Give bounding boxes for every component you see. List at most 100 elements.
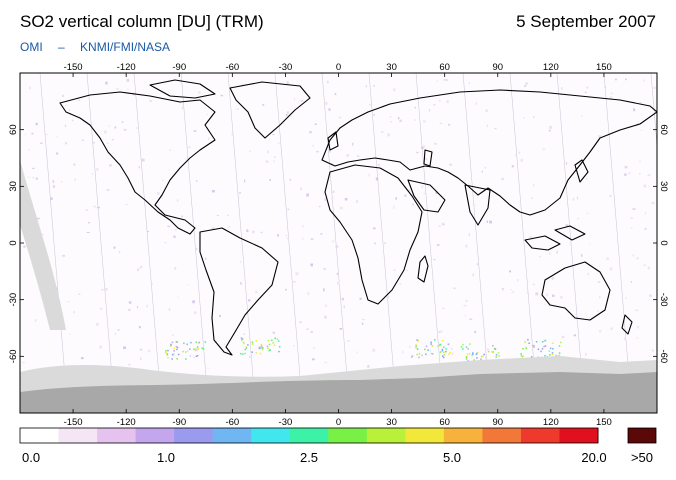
lon-tick-label-top: 30 [386, 62, 397, 73]
so2-pixel [114, 126, 117, 129]
so2-pixel [293, 281, 296, 283]
so2-pixel [624, 166, 628, 169]
so2-pixel [325, 304, 327, 307]
so2-pixel-high [271, 339, 273, 342]
so2-pixel [56, 136, 58, 138]
so2-pixel-high [416, 339, 418, 341]
so2-pixel-high [443, 354, 446, 356]
so2-pixel [93, 141, 95, 144]
so2-pixel-high [475, 353, 478, 356]
so2-pixel [651, 201, 655, 205]
so2-pixel [606, 257, 609, 260]
so2-pixel [265, 160, 269, 163]
so2-pixel [93, 205, 96, 208]
so2-pixel-high [251, 343, 254, 345]
so2-pixel [436, 80, 438, 82]
so2-pixel [584, 352, 587, 356]
so2-pixel [433, 104, 436, 106]
so2-pixel [236, 108, 239, 110]
so2-pixel [138, 326, 141, 329]
so2-pixel-high [189, 348, 191, 350]
so2-pixel-high [431, 353, 434, 355]
so2-pixel-high [497, 352, 500, 354]
south-america [199, 227, 279, 356]
so2-pixel [35, 177, 38, 180]
so2-pixel [300, 99, 304, 102]
so2-pixel [320, 233, 323, 235]
so2-pixel [73, 310, 76, 314]
so2-pixel-high [495, 354, 498, 356]
so2-pixel [586, 86, 589, 89]
so2-pixel [111, 139, 114, 141]
so2-pixel-high [196, 354, 199, 357]
so2-pixel [339, 206, 343, 210]
so2-pixel [104, 130, 107, 134]
colorbar-overflow-swatch [627, 427, 657, 444]
so2-pixel [260, 231, 263, 234]
so2-pixel-high [258, 346, 261, 349]
data-credit: OMI – KNMI/FMI/NASA [20, 40, 182, 54]
so2-pixel-high [190, 341, 192, 344]
so2-pixel [316, 150, 319, 153]
so2-pixel [312, 347, 316, 349]
so2-pixel [438, 331, 441, 333]
so2-pixel-high [167, 356, 169, 359]
arctic-islands [149, 79, 216, 99]
so2-pixel [644, 228, 647, 230]
so2-pixel [632, 208, 636, 210]
so2-pixel-high [165, 350, 167, 352]
so2-pixel [436, 243, 440, 247]
so2-pixel [181, 106, 183, 110]
so2-pixel-high [245, 346, 248, 348]
so2-pixel [438, 100, 441, 102]
so2-pixel [535, 292, 539, 296]
so2-pixel [173, 235, 176, 238]
so2-pixel-high [445, 348, 447, 350]
so2-pixel [393, 205, 395, 209]
so2-pixel [551, 277, 554, 280]
so2-pixel [561, 335, 565, 339]
so2-pixel [267, 150, 269, 154]
so2-pixel [123, 346, 126, 350]
so2-pixel [285, 288, 287, 291]
so2-pixel-high [195, 355, 198, 358]
so2-pixel-high [544, 354, 546, 357]
so2-pixel-high [170, 344, 172, 347]
so2-pixel-high [441, 348, 444, 351]
so2-pixel-high [465, 358, 468, 361]
lon-tick-label-top: -30 [279, 62, 293, 73]
so2-pixel [369, 103, 372, 106]
so2-pixel [299, 187, 303, 191]
so2-pixel-high [261, 348, 264, 351]
so2-pixel [212, 190, 215, 193]
so2-pixel [586, 212, 589, 215]
so2-pixel [247, 299, 251, 302]
so2-pixel-high [415, 345, 417, 347]
so2-pixel [520, 158, 523, 162]
so2-pixel [365, 85, 367, 88]
so2-pixel [117, 329, 120, 331]
no-data-region [20, 160, 66, 330]
so2-pixel-high [448, 353, 450, 355]
so2-pixel [509, 270, 512, 273]
so2-pixel-high [262, 346, 264, 349]
so2-pixel [429, 350, 432, 353]
so2-pixel [395, 197, 398, 200]
so2-pixel [318, 205, 321, 208]
so2-pixel [285, 113, 288, 116]
colorbar-swatch [482, 428, 522, 443]
eurasia [321, 89, 657, 216]
so2-pixel [168, 308, 171, 311]
so2-pixel-high [465, 346, 468, 348]
lon-tick-label-top: -90 [172, 62, 186, 73]
so2-pixel [96, 168, 99, 171]
lon-tick-label-bottom: -60 [225, 417, 239, 428]
so2-pixel [28, 149, 30, 151]
so2-pixel [474, 204, 476, 206]
so2-pixel-high [468, 352, 471, 355]
so2-pixel-high [243, 342, 245, 345]
polar-night-region [20, 372, 657, 413]
so2-pixel [636, 337, 639, 339]
so2-pixel-high [483, 353, 485, 356]
so2-pixel-high [471, 354, 473, 357]
